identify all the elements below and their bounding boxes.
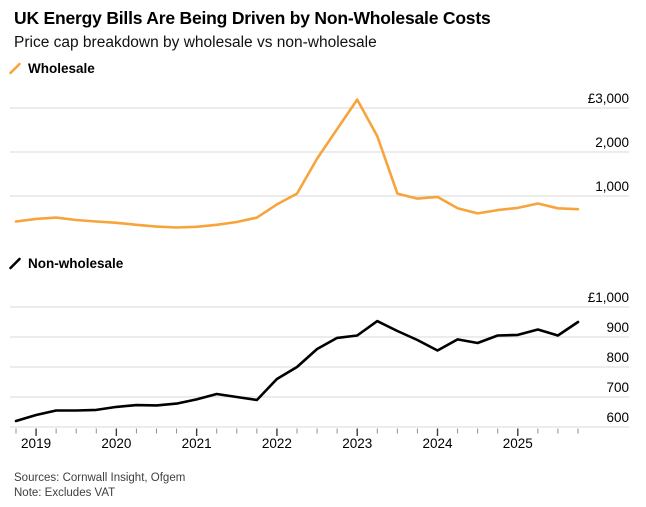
- legend-non-wholesale: Non-wholesale: [8, 256, 123, 271]
- year-label: 2024: [422, 436, 453, 451]
- note-line: Note: Excludes VAT: [14, 487, 116, 499]
- chart-title: UK Energy Bills Are Being Driven by Non-…: [14, 8, 491, 28]
- y-tick-label: 600: [606, 410, 629, 425]
- y-tick-label: 2,000: [595, 135, 629, 150]
- gridlines-1: 600 700 800 900 £1,000: [10, 290, 629, 428]
- wholesale-line-icon: [9, 62, 21, 75]
- year-label: 2019: [21, 436, 51, 451]
- y-tick-label: 800: [606, 350, 629, 365]
- year-label: 2022: [262, 436, 292, 451]
- y-tick-label: £1,000: [588, 290, 629, 305]
- chart-footer: Sources: Cornwall Insight, Ofgem Note: E…: [14, 471, 634, 501]
- series-line-0: [14, 98, 580, 229]
- y-tick-label: 700: [606, 380, 629, 395]
- series-line-1: [14, 319, 580, 423]
- legend-non-wholesale-label: Non-wholesale: [28, 256, 124, 271]
- non-wholesale-line-icon: [9, 257, 21, 270]
- year-label: 2023: [342, 436, 372, 451]
- gridlines-0: 1,000 2,000 £3,000: [10, 91, 629, 197]
- chart-subtitle: Price cap breakdown by wholesale vs non-…: [14, 34, 377, 51]
- legend-wholesale: Wholesale: [8, 61, 95, 76]
- y-tick-label: £3,000: [588, 91, 629, 106]
- x-axis: 2019 2020 2021 2022 2023 2024 2025: [15, 428, 579, 451]
- year-label: 2020: [101, 436, 131, 451]
- legend-wholesale-label: Wholesale: [28, 61, 95, 76]
- year-label: 2021: [182, 436, 212, 451]
- year-label: 2025: [503, 436, 533, 451]
- y-tick-label: 900: [606, 320, 629, 335]
- y-tick-label: 1,000: [595, 179, 629, 194]
- sources-line: Sources: Cornwall Insight, Ofgem: [14, 472, 186, 484]
